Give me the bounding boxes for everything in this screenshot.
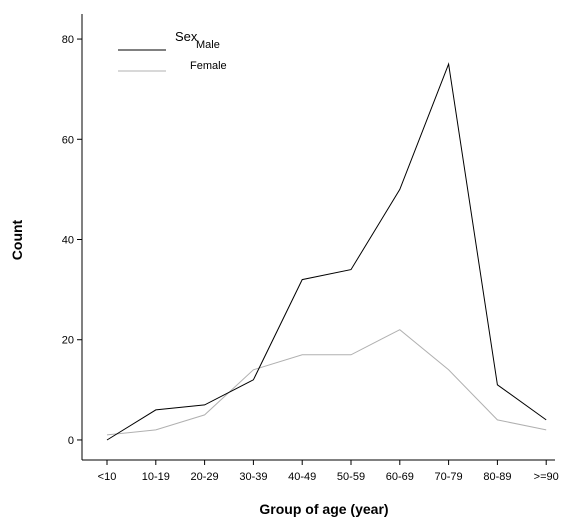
y-tick-label: 60	[62, 134, 74, 146]
series-lines	[106, 62, 547, 441]
x-tick-label: >=90	[534, 471, 559, 483]
legend-label-female: Female	[190, 60, 227, 72]
legend: Sex Male Female	[118, 29, 227, 72]
x-tick-label: 20-29	[191, 471, 219, 483]
x-tick-label: 70-79	[435, 471, 463, 483]
legend-label-male: Male	[196, 39, 220, 51]
x-tick-label: 80-89	[483, 471, 511, 483]
y-ticks: 0 20 40 60 80	[62, 34, 82, 447]
x-ticks: <10 10-19 20-29 30-39 40-49 50-59 60-69 70-79 80…	[98, 460, 559, 483]
legend-items: Male Female	[118, 39, 227, 72]
x-tick-label: 60-69	[386, 471, 414, 483]
y-axis-title: Count	[9, 219, 25, 260]
x-tick-label: 50-59	[337, 471, 365, 483]
x-tick-label: 40-49	[288, 471, 316, 483]
x-tick-label: 10-19	[142, 471, 170, 483]
y-tick-label: 40	[62, 235, 74, 247]
legend-title: Sex	[175, 29, 198, 44]
x-axis-title: Group of age (year)	[259, 501, 388, 517]
y-tick-label: 0	[68, 435, 74, 447]
y-tick-label: 80	[62, 34, 74, 46]
series-line-male	[106, 62, 547, 441]
y-tick-label: 20	[62, 335, 74, 347]
x-tick-label: 30-39	[239, 471, 267, 483]
series-line-female	[106, 329, 547, 436]
x-tick-label: <10	[98, 471, 117, 483]
